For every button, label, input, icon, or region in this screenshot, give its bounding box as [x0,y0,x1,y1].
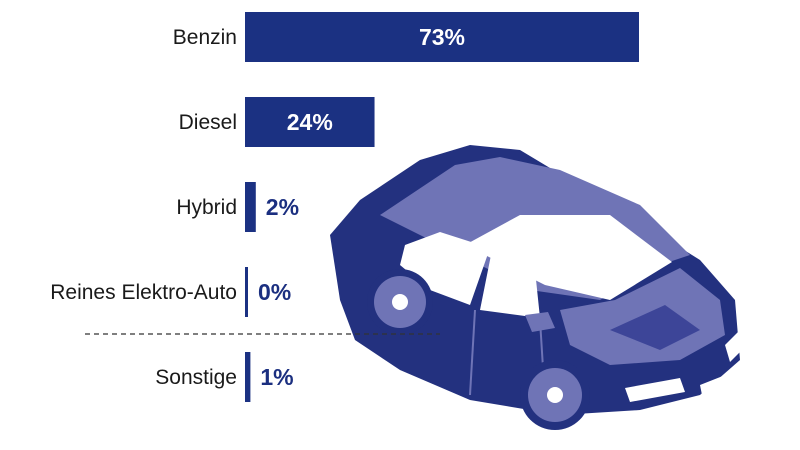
category-label: Reines Elektro-Auto [50,281,237,304]
bars-layer: Benzin 73% Diesel 24% Hybrid 2% Reines Elektro… [50,12,639,402]
value-label: 73% [419,24,465,50]
category-label: Benzin [173,26,237,49]
bar-benzin [245,12,639,62]
value-label: 0% [258,279,291,305]
value-label: 24% [287,109,333,135]
bar-diesel [245,97,375,147]
bar-reines-elektro-auto [245,267,248,317]
bar-sonstige [245,352,251,402]
bar-hybrid [245,182,256,232]
value-label: 1% [260,364,293,390]
category-label: Sonstige [155,366,237,389]
car-illustration-icon [330,145,742,430]
category-label: Hybrid [176,196,237,219]
category-label: Diesel [179,111,237,134]
value-label: 2% [266,194,299,220]
